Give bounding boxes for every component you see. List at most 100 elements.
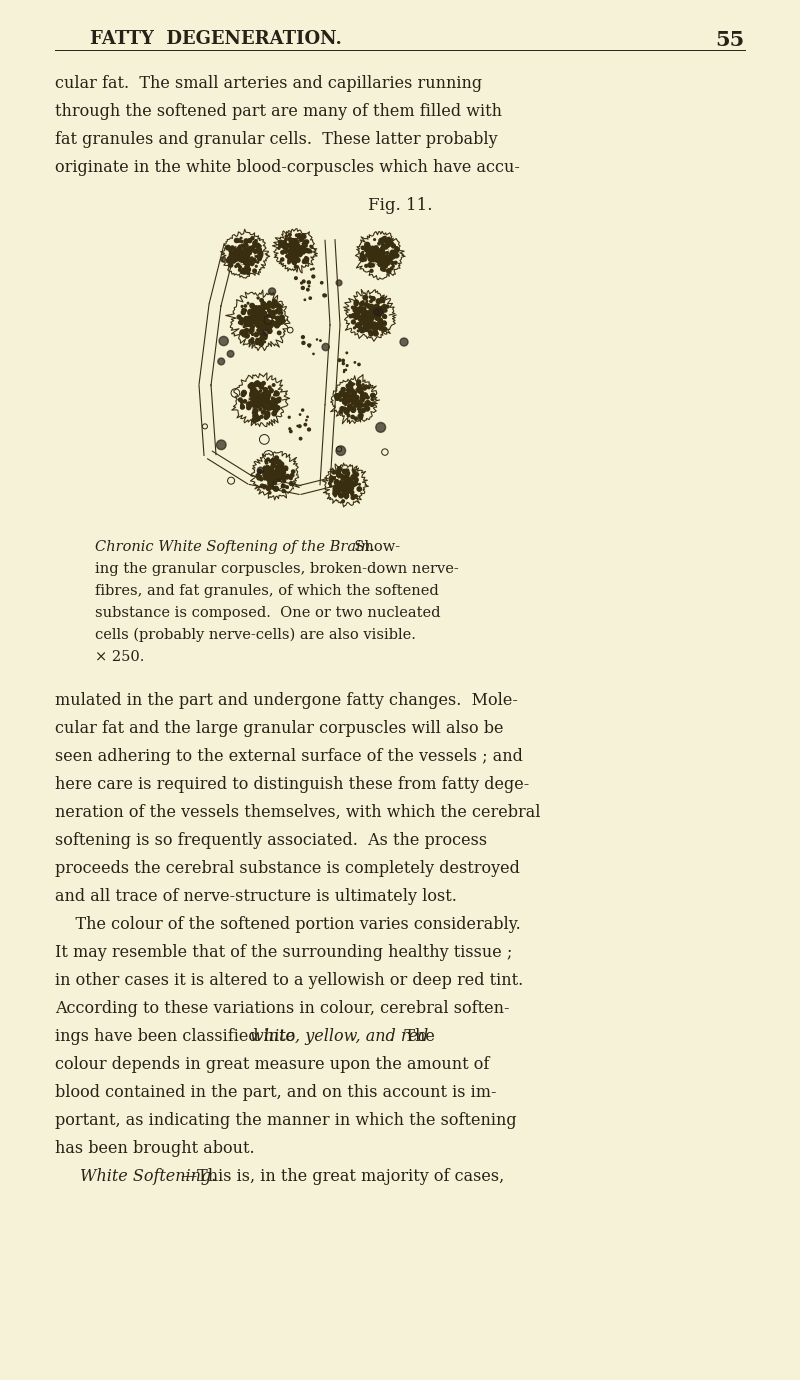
Circle shape: [273, 473, 276, 477]
Circle shape: [275, 475, 278, 477]
Circle shape: [388, 257, 393, 261]
Circle shape: [219, 337, 228, 345]
Circle shape: [276, 322, 281, 326]
Circle shape: [233, 253, 238, 258]
Circle shape: [363, 295, 367, 299]
Circle shape: [298, 237, 299, 239]
Circle shape: [350, 487, 352, 490]
Circle shape: [257, 247, 262, 253]
Circle shape: [236, 264, 239, 266]
Circle shape: [229, 262, 233, 268]
Circle shape: [378, 253, 381, 255]
Circle shape: [262, 320, 264, 323]
Circle shape: [254, 402, 257, 404]
Circle shape: [268, 475, 272, 479]
Circle shape: [278, 472, 282, 476]
Circle shape: [258, 397, 262, 402]
Circle shape: [339, 475, 342, 477]
Circle shape: [293, 254, 296, 257]
Circle shape: [259, 313, 263, 317]
Circle shape: [380, 297, 384, 301]
Circle shape: [261, 337, 264, 341]
Circle shape: [238, 269, 241, 270]
Circle shape: [278, 247, 280, 250]
Circle shape: [248, 312, 250, 315]
Circle shape: [374, 248, 376, 250]
Circle shape: [274, 323, 279, 328]
Circle shape: [250, 392, 254, 396]
Circle shape: [258, 397, 262, 403]
Circle shape: [374, 331, 378, 335]
Circle shape: [240, 317, 244, 323]
Circle shape: [334, 480, 339, 484]
Circle shape: [290, 253, 293, 254]
Circle shape: [339, 399, 342, 402]
Circle shape: [227, 351, 234, 357]
Circle shape: [383, 244, 388, 248]
Circle shape: [351, 397, 355, 402]
Text: portant, as indicating the manner in which the softening: portant, as indicating the manner in whi…: [55, 1112, 517, 1129]
Circle shape: [254, 315, 258, 317]
Circle shape: [365, 316, 366, 317]
Circle shape: [345, 410, 349, 414]
Circle shape: [271, 402, 274, 404]
Circle shape: [266, 486, 268, 487]
Circle shape: [368, 312, 373, 316]
Circle shape: [262, 326, 265, 330]
Circle shape: [245, 254, 247, 255]
Circle shape: [286, 255, 289, 258]
Circle shape: [291, 253, 294, 255]
Circle shape: [238, 250, 240, 253]
Circle shape: [382, 322, 386, 326]
Circle shape: [258, 323, 262, 328]
Circle shape: [259, 399, 262, 402]
Circle shape: [269, 471, 272, 475]
Circle shape: [345, 497, 347, 498]
Circle shape: [262, 310, 265, 315]
Circle shape: [358, 410, 362, 414]
Circle shape: [258, 403, 262, 406]
Circle shape: [354, 396, 358, 400]
Circle shape: [278, 471, 280, 472]
Circle shape: [394, 248, 399, 253]
Circle shape: [312, 275, 314, 277]
Circle shape: [274, 473, 277, 477]
Circle shape: [370, 299, 372, 302]
Circle shape: [286, 244, 289, 246]
Circle shape: [358, 389, 361, 392]
Circle shape: [349, 381, 352, 384]
Circle shape: [302, 280, 305, 283]
Circle shape: [288, 257, 291, 261]
Circle shape: [350, 389, 354, 392]
Circle shape: [242, 258, 247, 262]
Circle shape: [257, 399, 260, 403]
Circle shape: [254, 316, 258, 320]
Circle shape: [279, 320, 284, 324]
Circle shape: [259, 317, 263, 322]
Circle shape: [259, 395, 262, 397]
Circle shape: [251, 338, 254, 341]
Circle shape: [336, 395, 339, 397]
Circle shape: [342, 359, 344, 362]
Circle shape: [359, 388, 361, 389]
Circle shape: [349, 388, 354, 393]
Circle shape: [371, 297, 375, 301]
Circle shape: [235, 257, 239, 261]
Circle shape: [354, 400, 356, 403]
Circle shape: [242, 305, 243, 308]
Circle shape: [272, 406, 276, 410]
Circle shape: [369, 313, 371, 316]
Circle shape: [258, 418, 260, 421]
Circle shape: [372, 257, 374, 259]
Circle shape: [380, 251, 383, 255]
Circle shape: [288, 253, 293, 257]
Circle shape: [359, 414, 362, 417]
Circle shape: [256, 393, 258, 395]
Circle shape: [340, 407, 342, 410]
Circle shape: [254, 315, 258, 319]
Circle shape: [341, 490, 342, 491]
Circle shape: [337, 491, 340, 494]
Circle shape: [250, 257, 253, 259]
Circle shape: [294, 248, 297, 250]
Circle shape: [231, 259, 235, 264]
